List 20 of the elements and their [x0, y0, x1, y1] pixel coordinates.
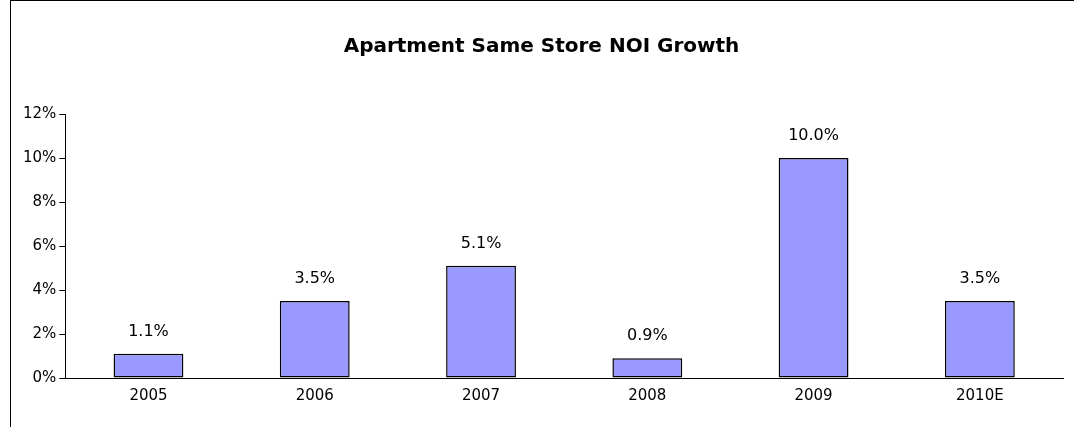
x-tick-label: 2006	[295, 385, 334, 404]
y-tick-label: 2%	[32, 323, 57, 342]
data-label: 3.5%	[294, 268, 336, 288]
x-tick-label: 2009	[794, 385, 833, 404]
data-label: 10.0%	[788, 125, 839, 145]
chart-title: Apartment Same Store NOI Growth	[343, 33, 740, 58]
x-tick-label: 2005	[129, 385, 168, 404]
x-tick-label: 2008	[628, 385, 667, 404]
y-tick-label: 6%	[32, 235, 57, 254]
data-label: 3.5%	[959, 268, 1001, 288]
y-tick-label: 12%	[23, 103, 57, 122]
x-tick-label: 2010E	[956, 385, 1004, 404]
y-tick-label: 10%	[23, 147, 57, 166]
y-tick-label: 0%	[32, 367, 57, 386]
data-label: 5.1%	[460, 232, 502, 252]
x-tick-label: 2007	[461, 385, 501, 404]
data-label: 0.9%	[626, 325, 668, 345]
data-label: 1.1%	[128, 320, 169, 340]
y-tick-label: 8%	[32, 191, 57, 210]
y-tick-label: 4%	[32, 279, 57, 298]
